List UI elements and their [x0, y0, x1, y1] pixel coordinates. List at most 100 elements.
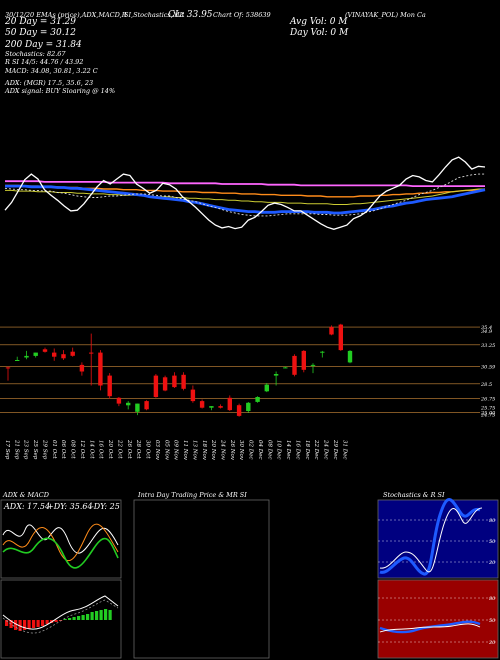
macd-histogram-bar	[86, 614, 90, 620]
x-date-label: 24 Dec	[323, 439, 329, 460]
candle-body	[301, 350, 306, 370]
macd-histogram-bar	[104, 609, 108, 620]
x-date-label: 29 Dec	[332, 439, 338, 460]
x-date-label: 20 Nov	[210, 439, 216, 461]
adx-macd-title: ADX & MACD	[3, 491, 49, 499]
macd-histogram-bar	[63, 619, 67, 620]
x-date-label: 16 Dec	[295, 440, 301, 460]
candle-body	[79, 364, 85, 372]
stoch-y-label: 20	[488, 560, 496, 566]
stoch-y-label: 80	[489, 518, 496, 524]
minus-dy-value: -DY: 25	[91, 502, 120, 511]
x-date-label: 08 Oct	[70, 440, 76, 459]
macd-histogram-bar	[81, 615, 85, 620]
x-date-label: 31 Dec	[341, 440, 347, 460]
header-top-mid: SI,Stochastics,MR	[124, 11, 185, 19]
x-date-label: 26 Oct	[126, 439, 132, 459]
adx-line-2	[2, 537, 119, 569]
macd-histogram-bar	[27, 620, 31, 629]
x-date-label: 25 Sep	[32, 439, 38, 460]
candle-body	[5, 367, 11, 369]
candle-body	[70, 351, 75, 356]
stoch-y-label: 50	[489, 539, 496, 545]
y-tick-label: 30.59	[481, 365, 496, 371]
header-day-vol: Day Vol: 0 M	[290, 28, 349, 38]
stoch-panel-frame	[377, 499, 499, 579]
x-date-label: 16 Oct	[98, 440, 104, 459]
header-avg-vol: Avg Vol: 0 M	[290, 17, 348, 27]
candle-body	[98, 352, 103, 386]
intraday-panel-frame	[133, 499, 270, 659]
macd-panel-frame	[0, 579, 122, 659]
header-rsi: R SI 14/5: 44.76 / 43.92	[5, 58, 84, 66]
candle-body	[199, 401, 205, 408]
header-title-right: (VINAYAK_POL) Mon Ca	[345, 11, 426, 19]
x-date-label: 26 Nov	[229, 439, 235, 461]
header-adx-signal: ADX signal: BUY Sloaring @ 14%	[5, 87, 116, 95]
macd-histogram-bar	[108, 610, 112, 620]
candle-body	[144, 401, 149, 410]
x-date-label: 17 Sep	[4, 440, 10, 460]
y-tick-label: 25.75	[480, 406, 495, 412]
x-date-label: 06 Oct	[60, 440, 66, 459]
candle-body	[329, 327, 334, 335]
rsi-y-label: 80	[489, 596, 496, 602]
candle-body	[283, 367, 288, 369]
candle-body	[162, 377, 168, 391]
y-tick-label: 28.5	[480, 382, 492, 388]
x-date-label: 14 Dec	[285, 440, 291, 460]
macd-histogram-bar	[54, 620, 58, 622]
y-tick-label: 35.4	[481, 325, 492, 331]
x-date-label: 12 Oct	[79, 440, 85, 459]
x-date-label: 02 Dec	[248, 440, 254, 460]
candle-body	[255, 397, 260, 402]
series-line-5	[5, 188, 485, 205]
series-line-2	[5, 184, 486, 215]
candle-body	[246, 402, 251, 411]
header-adx: ADX: (MGR) 17.5, 35.6, 23	[5, 79, 94, 87]
macd-histogram-bar	[9, 620, 13, 628]
x-date-label: 21 Sep	[13, 439, 19, 460]
x-date-label: 11 Nov	[182, 440, 188, 461]
header-close: CL: 33.95	[168, 10, 213, 20]
x-date-label: 22 Dec	[313, 439, 319, 460]
candle-body	[61, 354, 66, 359]
header-top-left: 30/12/20 EMAs (price),ADX,MACD,R	[5, 11, 127, 19]
x-date-label: 18 Nov	[201, 440, 207, 461]
candle-body	[273, 374, 279, 376]
x-date-label: 05 Nov	[163, 440, 169, 461]
y-tick-label: 25.00	[480, 411, 496, 417]
series-line-1	[4, 173, 485, 217]
macd-histogram-bar	[36, 620, 40, 627]
candle-body	[292, 355, 297, 375]
candle-body	[172, 375, 177, 388]
macd-histogram-bar	[14, 620, 18, 630]
candle-body	[107, 375, 112, 397]
intraday-title: Intra Day Trading Price & MR SI	[138, 491, 247, 499]
x-date-label: 29 Sep	[42, 439, 48, 460]
y-tick-label: 33.25	[481, 343, 495, 349]
candle-body	[218, 406, 223, 408]
x-date-label: 03 Nov	[154, 440, 160, 461]
macd-line	[2, 595, 119, 630]
candle-body	[264, 384, 269, 392]
x-date-label: 30 Nov	[238, 440, 244, 461]
macd-histogram-bar	[72, 617, 76, 620]
candle-body	[153, 375, 159, 397]
x-date-label: 28 Oct	[135, 439, 141, 459]
macd-histogram-bar	[41, 620, 45, 626]
x-date-label: 23 Sep	[23, 439, 29, 460]
rsi-panel-frame	[377, 579, 499, 659]
candle-body	[89, 352, 94, 354]
macd-histogram-bar	[45, 620, 49, 624]
macd-histogram-bar	[99, 610, 103, 620]
candle-body	[15, 360, 20, 361]
rsi-y-label: 20	[488, 640, 496, 646]
macd-histogram-bar	[68, 618, 72, 620]
macd-histogram-bar	[90, 612, 94, 620]
adx-value: ADX: 17.54	[4, 502, 51, 511]
header-macd: MACD: 34.08, 30.81, 3.22 C	[5, 67, 98, 75]
candle-body	[181, 374, 186, 389]
rsi-y-label: 50	[489, 618, 496, 624]
macd-histogram-bar	[5, 620, 9, 626]
